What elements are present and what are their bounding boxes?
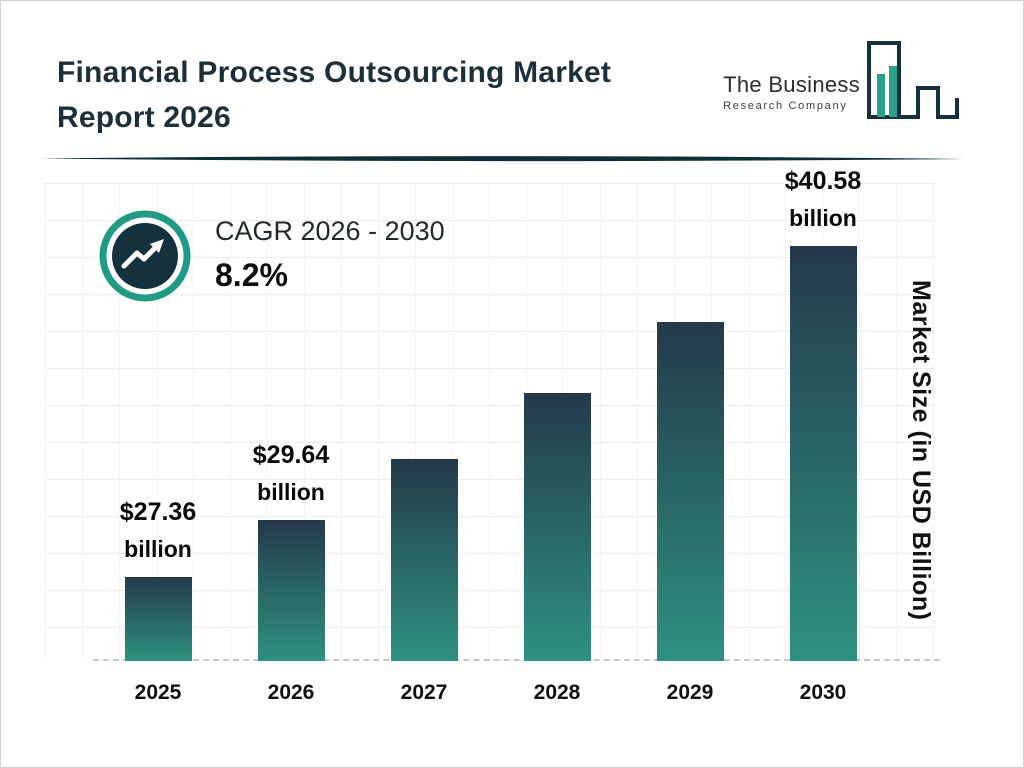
x-tick-2028: 2028 — [533, 681, 581, 704]
x-tick-2026: 2026 — [267, 681, 315, 704]
cagr-block: CAGR 2026 - 2030 8.2% — [97, 208, 445, 309]
plot-area: Market Size (in USD Billion) 2025 $27.36 b… — [40, 167, 960, 704]
chart-bar-2028 — [523, 393, 591, 661]
bar-value-unit: billion — [789, 205, 857, 231]
company-logo-text: The Business Research Company — [723, 72, 860, 112]
trend-up-icon — [97, 208, 193, 309]
company-subtitle: Research Company — [723, 99, 848, 112]
x-tick-2025: 2025 — [134, 681, 182, 704]
divider-line — [40, 152, 965, 170]
cagr-texts: CAGR 2026 - 2030 8.2% — [215, 208, 445, 309]
bar-value-unit: billion — [257, 479, 325, 505]
bar-value-amount: $40.58 — [784, 167, 862, 195]
company-name: The Business — [723, 71, 860, 97]
bar-value-label-2030: $40.58 billion — [713, 166, 933, 234]
chart-bar-2026 — [257, 520, 325, 661]
chart-bar-2025 — [124, 577, 192, 661]
page-title-line2: Report 2026 — [57, 101, 231, 134]
bar-value-label-2026: $29.64 billion — [181, 440, 401, 508]
chart-bar-2027 — [390, 459, 458, 661]
bar-value-unit: billion — [124, 536, 192, 562]
x-tick-2027: 2027 — [400, 681, 448, 704]
bar-chart-icon — [866, 40, 960, 125]
chart-bar-2029 — [656, 322, 724, 661]
chart-baseline — [93, 659, 940, 661]
bar-value-amount: $27.36 — [119, 498, 197, 526]
cagr-label: CAGR 2026 - 2030 — [215, 216, 445, 246]
company-logo: The Business Research Company — [723, 40, 960, 125]
page-title: Financial Process Outsourcing Market Rep… — [57, 50, 717, 140]
cagr-value: 8.2% — [215, 257, 288, 293]
chart-bar-2030 — [789, 246, 857, 661]
x-tick-2030: 2030 — [799, 681, 847, 704]
x-tick-2029: 2029 — [666, 681, 714, 704]
y-axis-label: Market Size (in USD Billion) — [907, 280, 935, 621]
chart-grid — [45, 183, 935, 661]
page-title-line1: Financial Process Outsourcing Market — [57, 56, 612, 89]
bar-value-amount: $29.64 — [252, 441, 330, 469]
bar-value-label-2025: $27.36 billion — [48, 497, 268, 565]
